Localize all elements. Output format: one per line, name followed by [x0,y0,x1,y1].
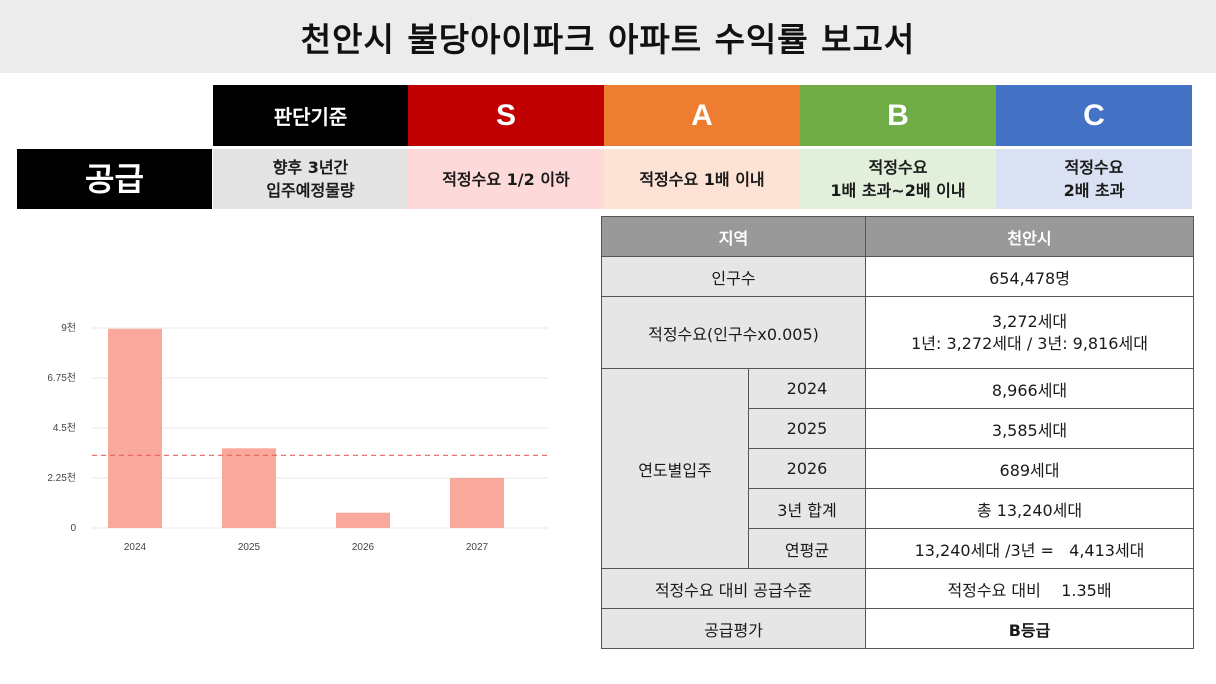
criteria-basis: 향후 3년간 입주예정물량 [213,149,408,209]
supply-data-table: 지역 천안시 인구수 654,478명 적정수요(인구수x0.005) 3,27… [600,216,1195,649]
grade-b-criteria-text: 적정수요 [868,158,928,177]
supply-row-label: 공급 [17,149,212,209]
page-title: 천안시 불당아이파크 아파트 수익률 보고서 [0,0,1216,73]
supply-level-value: 적정수요 대비 1.35배 [865,568,1195,609]
yearly-label: 연도별입주 [601,368,749,569]
evaluation-label: 공급평가 [600,608,867,649]
y-tick-label: 0 [70,523,76,534]
yearly-value: 689세대 [865,448,1195,489]
grade-s-criteria: 적정수요 1/2 이하 [408,149,604,209]
chart-bar [222,448,276,528]
demand-label: 적정수요(인구수x0.005) [600,296,867,369]
chart-bar [108,328,162,528]
evaluation-value: B등급 [865,608,1195,649]
criteria-basis-line: 향후 3년간 [272,158,349,177]
city-header: 천안시 [865,216,1195,257]
region-header: 지역 [600,216,867,257]
grade-s-header: S [408,85,604,146]
yearly-value: 13,240세대 /3년 = 4,413세대 [865,528,1195,569]
yearly-value: 8,966세대 [865,368,1195,409]
x-tick-label: 2026 [352,542,375,553]
population-value: 654,478명 [865,256,1195,297]
grade-b-criteria-text: 1배 초과~2배 이내 [830,181,966,200]
criteria-basis-line: 입주예정물량 [266,181,355,200]
grade-a-header: A [604,85,800,146]
grade-c-criteria-text: 적정수요 [1064,158,1124,177]
demand-value: 3,272세대 1년: 3,272세대 / 3년: 9,816세대 [865,296,1195,369]
yearly-year: 3년 합계 [747,488,867,529]
supply-level-label: 적정수요 대비 공급수준 [600,568,867,609]
criteria-header-label: 판단기준 [213,85,408,146]
grade-c-criteria-text: 2배 초과 [1063,181,1125,200]
x-tick-label: 2027 [466,542,489,553]
grade-b-criteria: 적정수요 1배 초과~2배 이내 [800,149,996,209]
y-tick-label: 6.75천 [47,372,76,384]
y-tick-label: 4.5천 [53,422,76,434]
yearly-value: 3,585세대 [865,408,1195,449]
y-tick-label: 9천 [61,322,76,334]
yearly-value: 총 13,240세대 [865,488,1195,529]
supply-bar-chart: 0 2.25천 4.5천 6.75천 9천 2024 2025 2026 2027 [40,310,560,560]
y-tick-label: 2.25천 [47,472,76,484]
chart-bar [336,512,390,528]
grade-a-criteria-text: 적정수요 1배 이내 [639,169,765,189]
yearly-year: 연평균 [747,528,867,569]
yearly-year: 2026 [747,448,867,489]
population-label: 인구수 [600,256,867,297]
demand-value-line: 1년: 3,272세대 / 3년: 9,816세대 [911,333,1148,353]
grade-a-criteria: 적정수요 1배 이내 [604,149,800,209]
chart-bar [450,478,504,528]
x-tick-label: 2025 [238,542,261,553]
yearly-year: 2025 [747,408,867,449]
grade-c-criteria: 적정수요 2배 초과 [996,149,1192,209]
grade-b-header: B [800,85,996,146]
x-tick-label: 2024 [124,542,147,553]
yearly-year: 2024 [747,368,867,409]
grade-s-criteria-text: 적정수요 1/2 이하 [442,169,570,189]
chart-svg: 0 2.25천 4.5천 6.75천 9천 2024 2025 2026 2027 [47,322,550,553]
grade-c-header: C [996,85,1192,146]
demand-value-line: 3,272세대 [991,311,1068,331]
